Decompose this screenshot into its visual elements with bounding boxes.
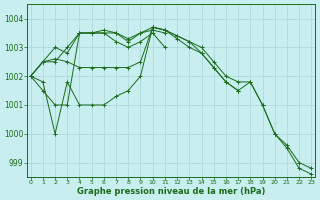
X-axis label: Graphe pression niveau de la mer (hPa): Graphe pression niveau de la mer (hPa) [77,187,265,196]
